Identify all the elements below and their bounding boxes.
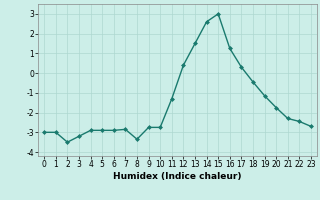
X-axis label: Humidex (Indice chaleur): Humidex (Indice chaleur) (113, 172, 242, 181)
